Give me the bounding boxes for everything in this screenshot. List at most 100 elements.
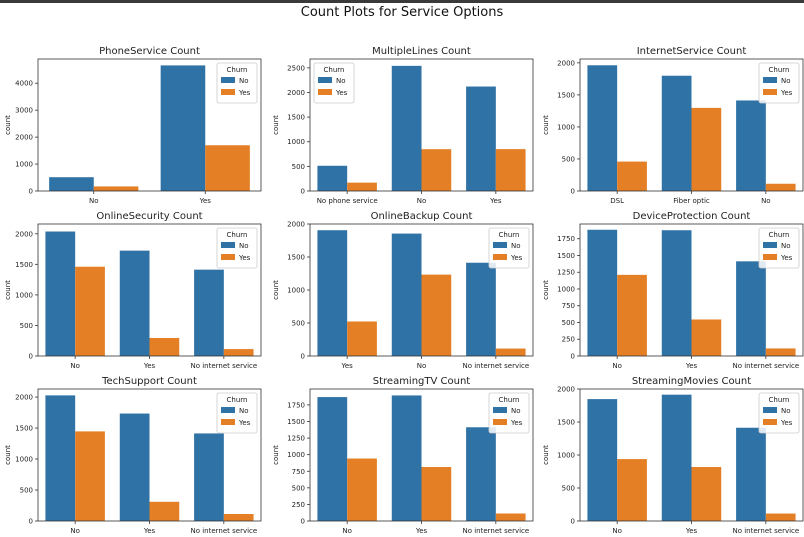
bar-yes [75,431,105,521]
y-axis-label: count [272,445,280,465]
subplot-title: OnlineBackup Count [371,211,473,222]
y-tick-label: 1000 [287,287,305,295]
x-tick-label: No [342,527,352,535]
legend: Churn No Yes [488,227,530,269]
bar-yes [205,145,250,191]
plot-frame [37,58,262,192]
legend-swatch-yes [221,89,235,95]
bar-no [194,269,224,356]
subplot-title: PhoneService Count [99,46,200,57]
legend-title: Churn [769,231,790,239]
x-tick-label: Yes [199,197,212,205]
bar-yes [93,186,139,191]
bar-yes [421,274,452,356]
plot-frame [37,388,262,522]
legend-swatch-no [221,407,235,413]
bar-yes [223,349,254,356]
subplot-title: StreamingMovies Count [632,376,751,387]
bar-yes [765,183,796,191]
y-tick-label: 500 [292,320,305,328]
x-tick-label: No [417,197,427,205]
legend-swatch-yes [493,254,507,260]
bar-no [391,395,422,521]
y-axis-label: count [4,445,12,465]
y-tick-label: 1000 [557,452,575,460]
y-tick-label: 1500 [287,418,305,426]
plot-frame [309,223,534,357]
y-tick-label: 1500 [557,419,575,427]
x-tick-label: No phone service [317,197,378,205]
subplot-7: TechSupport Count No Yes No internet servic… [4,376,262,535]
subplot-2: MultipleLines Count No phone service No Yes… [272,46,534,205]
y-tick-label: 500 [562,485,575,493]
legend-label-yes: Yes [238,89,251,97]
bar-yes [421,149,452,191]
y-tick-label: 1000 [287,138,305,146]
bar-yes [495,513,526,521]
bar-no [49,177,94,191]
y-axis-label: count [542,115,550,135]
y-tick-label: 500 [562,319,575,327]
legend-swatch-no [763,242,777,248]
y-tick-label: 2000 [287,89,305,97]
bar-yes [347,458,377,521]
legend: Churn No Yes [216,227,258,269]
y-tick-label: 0 [29,188,33,196]
bar-yes [691,467,722,521]
y-tick-label: 500 [292,163,305,171]
x-tick-label: Fiber optic [673,197,710,205]
legend-label-no: No [781,407,791,415]
x-tick-label: Yes [415,527,428,535]
bar-no [391,233,422,356]
legend: Churn No Yes [313,62,355,104]
legend-title: Churn [324,66,345,74]
bar-no [736,261,766,356]
bar-yes [617,459,647,521]
y-tick-label: 1500 [557,252,575,260]
x-tick-label: No internet service [190,527,257,535]
y-tick-label: 500 [20,487,33,495]
legend-title: Churn [227,231,248,239]
y-tick-label: 2000 [15,134,33,142]
legend: Churn No Yes [488,392,530,434]
bar-no [194,433,224,521]
y-tick-label: 4000 [15,80,33,88]
y-tick-label: 0 [29,353,33,361]
legend-label-yes: Yes [780,254,793,262]
bar-no [160,65,206,191]
bar-yes [765,513,796,521]
legend-label-no: No [239,242,249,250]
bar-no [661,75,692,191]
legend-swatch-yes [318,89,332,95]
y-tick-label: 0 [29,518,33,526]
legend-swatch-yes [763,89,777,95]
x-tick-label: Yes [341,362,354,370]
y-tick-label: 2000 [15,230,33,238]
x-tick-label: No internet service [462,362,529,370]
x-tick-label: No [89,197,99,205]
legend-swatch-no [493,242,507,248]
y-axis-label: count [272,115,280,135]
y-tick-label: 0 [301,188,305,196]
y-tick-label: 1000 [557,123,575,131]
bar-no [661,394,692,521]
legend-swatch-no [221,242,235,248]
subplot-title: MultipleLines Count [372,46,471,57]
y-tick-label: 1000 [287,451,305,459]
bar-no [587,399,618,521]
legend-swatch-no [493,407,507,413]
bar-yes [691,319,722,356]
legend-swatch-no [763,77,777,83]
y-axis-label: count [542,280,550,300]
bar-no [391,65,422,191]
subplot-4: OnlineSecurity Count No Yes No internet ser… [4,211,262,370]
window-top-bar [0,0,804,3]
x-tick-label: No [612,362,622,370]
legend-swatch-yes [493,419,507,425]
y-tick-label: 1750 [287,401,305,409]
bar-no [587,65,618,191]
y-tick-label: 2000 [557,59,575,67]
bar-yes [691,107,722,191]
bar-yes [421,467,452,521]
